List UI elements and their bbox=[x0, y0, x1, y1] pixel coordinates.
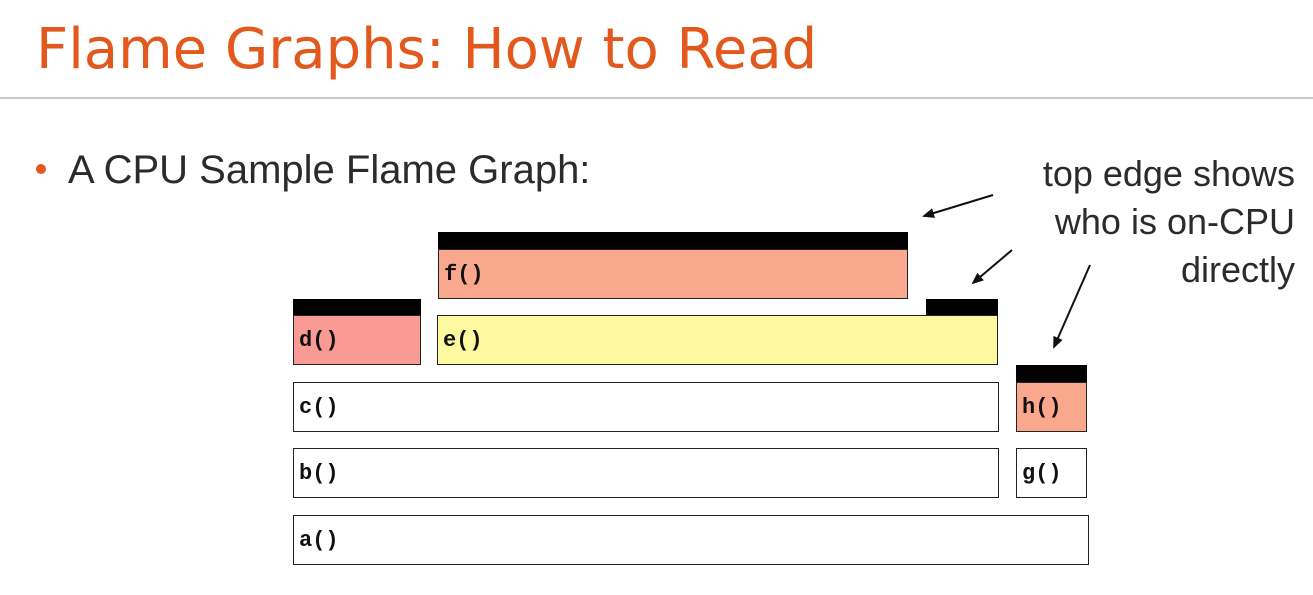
annotation-line-3: directly bbox=[1180, 249, 1295, 290]
annotation-line-2: who is on-CPU bbox=[1054, 201, 1295, 242]
frame-g: g() bbox=[1016, 448, 1087, 498]
arrow-to-e bbox=[971, 249, 1013, 285]
frame-c-label: c() bbox=[299, 394, 339, 420]
slide-title: Flame Graphs: How to Read bbox=[36, 17, 818, 82]
frame-a: a() bbox=[293, 515, 1089, 565]
frame-e-top-edge bbox=[926, 299, 998, 315]
frame-e-label: e() bbox=[443, 327, 483, 353]
frame-h: h() bbox=[1016, 382, 1087, 432]
frame-h-top-edge bbox=[1016, 365, 1087, 382]
frame-f-label: f() bbox=[444, 261, 484, 287]
arrow-to-f bbox=[922, 194, 994, 218]
frame-c: c() bbox=[293, 382, 999, 432]
frame-g-label: g() bbox=[1022, 460, 1062, 486]
frame-d: d() bbox=[293, 315, 421, 365]
frame-e: e() bbox=[437, 315, 998, 365]
title-divider bbox=[0, 97, 1313, 99]
annotation-line-1: top edge shows bbox=[1042, 153, 1295, 194]
frame-h-label: h() bbox=[1022, 394, 1062, 420]
bullet-text: A CPU Sample Flame Graph: bbox=[68, 148, 591, 192]
frame-b: b() bbox=[293, 448, 999, 498]
frame-f-top-edge bbox=[438, 232, 908, 249]
bullet-icon bbox=[36, 164, 46, 174]
frame-a-label: a() bbox=[299, 527, 339, 553]
frame-f: f() bbox=[438, 249, 908, 299]
frame-b-label: b() bbox=[299, 460, 339, 486]
frame-d-label: d() bbox=[299, 327, 339, 353]
frame-d-top-edge bbox=[293, 299, 421, 315]
on-cpu-annotation: top edge shows who is on-CPU directly bbox=[1043, 150, 1295, 294]
